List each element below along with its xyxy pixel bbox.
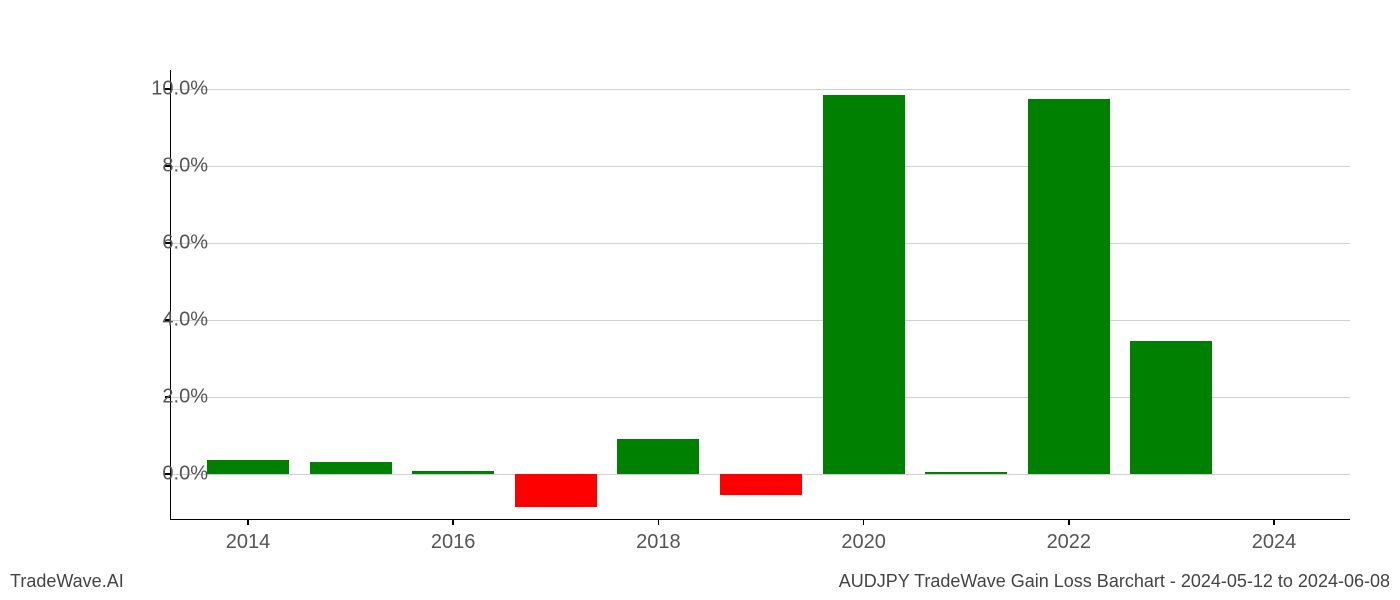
ytick-label: 6.0% xyxy=(162,232,208,255)
xtick-mark xyxy=(452,519,454,525)
xtick-label: 2024 xyxy=(1252,531,1297,554)
bar xyxy=(515,474,597,507)
ytick-label: 2.0% xyxy=(162,385,208,408)
bar xyxy=(1130,341,1212,474)
xtick-label: 2022 xyxy=(1047,531,1092,554)
gridline xyxy=(171,320,1350,321)
ytick-label: 0.0% xyxy=(162,462,208,485)
bar xyxy=(925,472,1007,474)
xtick-mark xyxy=(1273,519,1275,525)
gridline xyxy=(171,166,1350,167)
plot-area: 201420162018202020222024 xyxy=(170,70,1350,520)
gridline xyxy=(171,89,1350,90)
xtick-mark xyxy=(658,519,660,525)
bar xyxy=(823,95,905,474)
xtick-mark xyxy=(1068,519,1070,525)
bar xyxy=(1028,99,1110,474)
bar xyxy=(310,462,392,474)
bar xyxy=(617,439,699,474)
xtick-mark xyxy=(247,519,249,525)
xtick-label: 2014 xyxy=(226,531,271,554)
xtick-label: 2018 xyxy=(636,531,681,554)
xtick-label: 2016 xyxy=(431,531,476,554)
bar xyxy=(412,471,494,474)
footer-right-text: AUDJPY TradeWave Gain Loss Barchart - 20… xyxy=(839,571,1390,592)
ytick-label: 4.0% xyxy=(162,309,208,332)
xtick-label: 2020 xyxy=(841,531,886,554)
gridline xyxy=(171,243,1350,244)
bar xyxy=(720,474,802,495)
footer-left-text: TradeWave.AI xyxy=(10,571,124,592)
ytick-label: 8.0% xyxy=(162,155,208,178)
ytick-label: 10.0% xyxy=(151,78,208,101)
xtick-mark xyxy=(863,519,865,525)
chart-container: 201420162018202020222024 xyxy=(170,70,1350,520)
bar xyxy=(207,460,289,473)
